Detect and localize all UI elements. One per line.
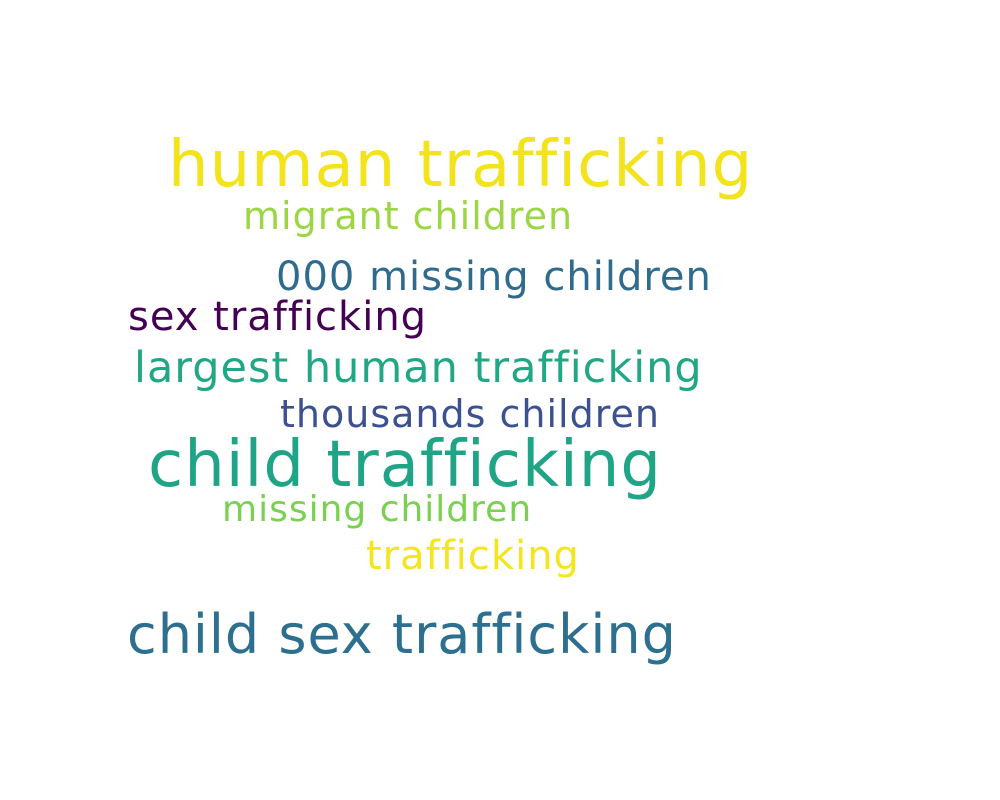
word-largest-human-trafficking: largest human trafficking [134, 343, 703, 393]
word-human-trafficking: human trafficking [168, 128, 754, 202]
word-trafficking: trafficking [366, 533, 580, 579]
word-thousands-children: thousands children [280, 392, 660, 436]
word-000-missing-children: 000 missing children [276, 254, 712, 300]
word-sex-trafficking: sex trafficking [128, 294, 428, 340]
word-child-sex-trafficking: child sex trafficking [127, 603, 677, 666]
word-migrant-children: migrant children [243, 194, 574, 238]
word-child-trafficking: child trafficking [148, 428, 662, 502]
word-missing-children: missing children [222, 489, 533, 530]
